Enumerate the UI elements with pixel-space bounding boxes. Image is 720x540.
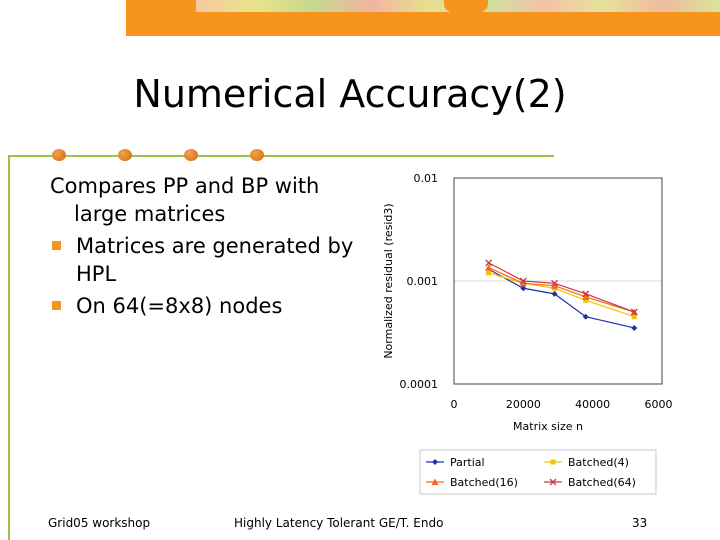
rule-dot-4 <box>250 149 264 161</box>
y-axis-label: Normalized residual (resid3) <box>382 203 395 358</box>
legend-label: Batched(16) <box>450 476 518 489</box>
y-tick-labels: 0.0001 0.001 0.01 <box>400 172 439 391</box>
series-marker <box>519 279 527 287</box>
series-marker <box>520 285 527 292</box>
y-tick-label: 0.0001 <box>400 378 439 391</box>
series-partial <box>485 266 638 331</box>
chart-legend: Partial Batched(4) Batched(16) Batched(64) <box>419 449 657 495</box>
series-marker <box>551 282 559 289</box>
series-marker <box>630 308 638 316</box>
bullet-item: On 64(=8x8) nodes <box>50 292 370 320</box>
vertical-rule <box>8 156 10 540</box>
banner-notch <box>444 0 488 12</box>
series-marker <box>519 277 527 285</box>
bullet-item: Matrices are generated by HPL <box>50 232 370 288</box>
header-banner <box>126 0 720 36</box>
square-bullet-icon <box>52 241 61 250</box>
x-tick-labels: 0 20000 40000 60000 <box>451 398 673 411</box>
rule-dot-2 <box>118 149 132 161</box>
intro-text: Compares PP and BP with large matrices <box>50 174 320 226</box>
series-marker <box>551 279 558 287</box>
legend-entry: Batched(4) <box>544 456 629 469</box>
y-tick-label: 0.01 <box>414 172 439 185</box>
series-marker <box>631 314 637 320</box>
series-marker <box>485 264 493 271</box>
footer-center: Highly Latency Tolerant GE/T. Endo <box>234 516 444 530</box>
page-number: 33 <box>632 516 648 530</box>
bullet-text: On 64(=8x8) nodes <box>76 294 283 318</box>
rule-dot-3 <box>184 149 198 161</box>
series-marker <box>549 478 557 486</box>
series-marker <box>432 459 438 465</box>
x-tick-label: 0 <box>451 398 458 411</box>
legend-entry: Partial <box>426 456 485 469</box>
plot-frame <box>453 177 663 385</box>
series-marker <box>486 270 492 276</box>
chart-series <box>485 259 638 331</box>
legend-label: Partial <box>450 456 485 469</box>
legend-entry: Batched(64) <box>544 476 636 489</box>
series-batched-4- <box>486 270 637 320</box>
y-tick-label: 0.001 <box>407 275 439 288</box>
series-batched-16- <box>485 264 638 316</box>
series-marker <box>631 324 638 331</box>
series-marker <box>582 313 589 320</box>
x-tick-label: 40000 <box>575 398 610 411</box>
square-bullet-icon <box>52 301 61 310</box>
bullet-text: Matrices are generated by HPL <box>76 234 354 286</box>
series-marker <box>550 459 556 465</box>
series-batched-64- <box>485 259 638 316</box>
series-marker <box>485 259 493 267</box>
rule-dot-1 <box>52 149 66 161</box>
x-tick-label: 20000 <box>506 398 541 411</box>
slide-body: Compares PP and BP with large matrices M… <box>50 172 370 324</box>
residual-chart: 0.0001 0.001 0.01 0 20000 40000 60000 Normali… <box>382 172 673 495</box>
horizontal-rule <box>8 155 554 157</box>
x-axis-label: Matrix size n <box>513 420 583 433</box>
legend-entry: Batched(16) <box>426 476 518 489</box>
series-marker <box>583 297 589 303</box>
legend-box <box>419 449 657 495</box>
series-marker <box>551 290 558 297</box>
legend-label: Batched(64) <box>568 476 636 489</box>
chart-grid <box>454 177 662 385</box>
series-marker <box>582 290 590 298</box>
series-marker <box>582 293 590 300</box>
slide-title: Numerical Accuracy(2) <box>133 72 567 116</box>
series-line <box>488 272 635 318</box>
bullet-list: Matrices are generated by HPL On 64(=8x8… <box>50 232 370 320</box>
series-marker <box>431 478 439 485</box>
legend-label: Batched(4) <box>568 456 629 469</box>
footer-left: Grid05 workshop <box>48 516 151 530</box>
x-tick-label: 60000 <box>645 398 673 411</box>
